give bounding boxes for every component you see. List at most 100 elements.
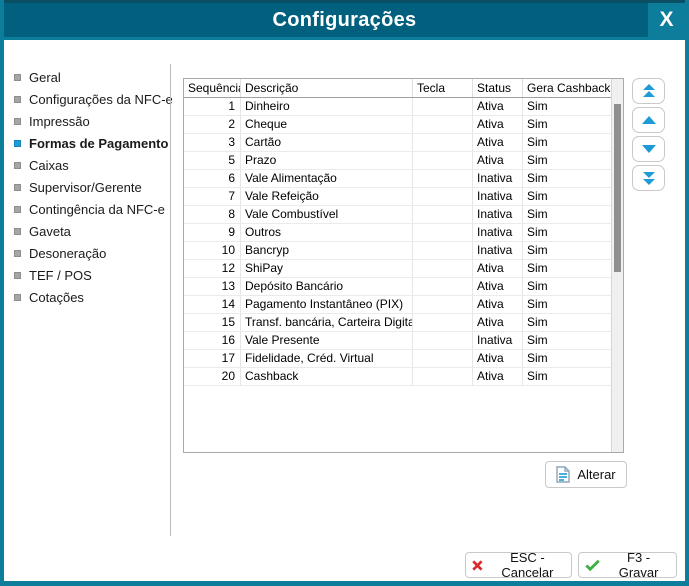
- alter-button-label: Alterar: [577, 467, 616, 482]
- cell-tecla: [413, 332, 473, 349]
- cell-sequencia: 2: [184, 116, 241, 133]
- cell-tecla: [413, 224, 473, 241]
- sidebar-item[interactable]: Formas de Pagamento: [14, 132, 169, 154]
- cell-tecla: [413, 260, 473, 277]
- table-row[interactable]: 14 Pagamento Instantâneo (PIX) Ativa Sim: [184, 296, 611, 314]
- sidebar-item[interactable]: TEF / POS: [14, 264, 166, 286]
- title-bar: Configurações X: [4, 0, 685, 40]
- table-header-row: Sequência Descrição Tecla Status Gera Ca…: [184, 79, 611, 98]
- table-row[interactable]: 7 Vale Refeição Inativa Sim: [184, 188, 611, 206]
- table-row[interactable]: 3 Cartão Ativa Sim: [184, 134, 611, 152]
- move-up-button[interactable]: [632, 107, 665, 133]
- header-descricao: Descrição: [241, 79, 413, 97]
- sidebar-item[interactable]: Configurações da NFC-e: [14, 88, 173, 110]
- red-x-icon: [472, 559, 483, 571]
- cell-tecla: [413, 134, 473, 151]
- cell-tecla: [413, 350, 473, 367]
- save-button[interactable]: F3 - Gravar: [578, 550, 677, 580]
- close-button[interactable]: X: [648, 3, 685, 37]
- cell-cashback: Sim: [527, 135, 548, 149]
- cell-tecla: [413, 170, 473, 187]
- cell-tecla: [413, 296, 473, 313]
- sidebar-item[interactable]: Desoneração: [14, 242, 166, 264]
- cell-tecla: [413, 242, 473, 259]
- cancel-button[interactable]: ESC - Cancelar: [465, 550, 572, 580]
- cell-status: Ativa: [473, 116, 523, 133]
- table-row[interactable]: 13 Depósito Bancário Ativa Sim: [184, 278, 611, 296]
- table-row[interactable]: 8 Vale Combustível Inativa Sim: [184, 206, 611, 224]
- cell-descricao: Cheque: [241, 116, 413, 133]
- cell-cashback: Sim: [527, 207, 548, 221]
- table-scrollbar[interactable]: [611, 79, 623, 452]
- cell-cashback: Sim: [527, 243, 548, 257]
- sidebar-item-label: Impressão: [29, 113, 90, 129]
- cell-descricao: Vale Presente: [241, 332, 413, 349]
- table-row[interactable]: 5 Prazo Ativa Sim: [184, 152, 611, 170]
- move-down-button[interactable]: [632, 136, 665, 162]
- cell-descricao: Vale Combustível: [241, 206, 413, 223]
- table-row[interactable]: 17 Fidelidade, Créd. Virtual Ativa Sim: [184, 350, 611, 368]
- payment-methods-table: Sequência Descrição Tecla Status Gera Ca…: [183, 78, 624, 453]
- bullet-square-icon: [14, 117, 21, 125]
- cell-cashback: Sim: [527, 351, 548, 365]
- cell-status: Ativa: [473, 350, 523, 367]
- move-top-button[interactable]: [632, 78, 665, 104]
- reorder-buttons: [632, 78, 665, 191]
- sidebar-item-label: Supervisor/Gerente: [29, 179, 142, 195]
- cell-sequencia: 7: [184, 188, 241, 205]
- table-row[interactable]: 20 Cashback Ativa Sim: [184, 368, 611, 386]
- cell-status: Ativa: [473, 260, 523, 277]
- cell-sequencia: 9: [184, 224, 241, 241]
- move-bottom-button[interactable]: [632, 165, 665, 191]
- cell-cashback: Sim: [527, 261, 548, 275]
- table-main: Sequência Descrição Tecla Status Gera Ca…: [184, 79, 611, 452]
- sidebar-item[interactable]: Gaveta: [14, 220, 166, 242]
- sidebar-item[interactable]: Supervisor/Gerente: [14, 176, 166, 198]
- sidebar-item[interactable]: Caixas: [14, 154, 166, 176]
- bullet-square-icon: [14, 227, 21, 235]
- sidebar-item[interactable]: Impressão: [14, 110, 166, 132]
- up-arrow-icon: [641, 116, 656, 124]
- cell-cashback: Sim: [527, 369, 548, 383]
- table-row[interactable]: 1 Dinheiro Ativa Sim: [184, 98, 611, 116]
- cell-descricao: Transf. bancária, Carteira Digital: [241, 314, 413, 331]
- bullet-square-icon: [14, 205, 21, 213]
- alter-button[interactable]: Alterar: [545, 461, 627, 488]
- cell-sequencia: 17: [184, 350, 241, 367]
- table-row[interactable]: 15 Transf. bancária, Carteira Digital At…: [184, 314, 611, 332]
- cell-status: Inativa: [473, 242, 523, 259]
- cell-sequencia: 8: [184, 206, 241, 223]
- down-arrow-icon: [641, 145, 656, 153]
- double-down-arrow-icon: [642, 172, 655, 185]
- table-row[interactable]: 9 Outros Inativa Sim: [184, 224, 611, 242]
- bullet-square-icon: [14, 161, 21, 169]
- cell-descricao: ShiPay: [241, 260, 413, 277]
- table-row[interactable]: 16 Vale Presente Inativa Sim: [184, 332, 611, 350]
- header-gera-cashback: Gera Cashback: [527, 81, 611, 95]
- cell-sequencia: 5: [184, 152, 241, 169]
- bullet-square-icon: [14, 271, 21, 279]
- cell-descricao: Bancryp: [241, 242, 413, 259]
- sidebar-item-label: Formas de Pagamento: [29, 135, 169, 151]
- sidebar-item[interactable]: Contingência da NFC-e: [14, 198, 166, 220]
- sidebar-item-label: Caixas: [29, 157, 69, 173]
- cell-descricao: Outros: [241, 224, 413, 241]
- cell-tecla: [413, 98, 473, 115]
- table-row[interactable]: 6 Vale Alimentação Inativa Sim: [184, 170, 611, 188]
- cell-sequencia: 12: [184, 260, 241, 277]
- cell-cashback: Sim: [527, 279, 548, 293]
- cell-cashback: Sim: [527, 99, 548, 113]
- cell-sequencia: 15: [184, 314, 241, 331]
- sidebar-item[interactable]: Geral: [14, 66, 166, 88]
- sidebar-item[interactable]: Cotações: [14, 286, 166, 308]
- cell-cashback: Sim: [527, 315, 548, 329]
- table-row[interactable]: 10 Bancryp Inativa Sim: [184, 242, 611, 260]
- table-row[interactable]: 12 ShiPay Ativa Sim: [184, 260, 611, 278]
- scrollbar-thumb[interactable]: [614, 104, 621, 272]
- cell-descricao: Cartão: [241, 134, 413, 151]
- cell-cashback: Sim: [527, 117, 548, 131]
- table-row[interactable]: 2 Cheque Ativa Sim: [184, 116, 611, 134]
- cell-descricao: Depósito Bancário: [241, 278, 413, 295]
- cell-status: Inativa: [473, 188, 523, 205]
- bullet-square-icon: [14, 249, 21, 257]
